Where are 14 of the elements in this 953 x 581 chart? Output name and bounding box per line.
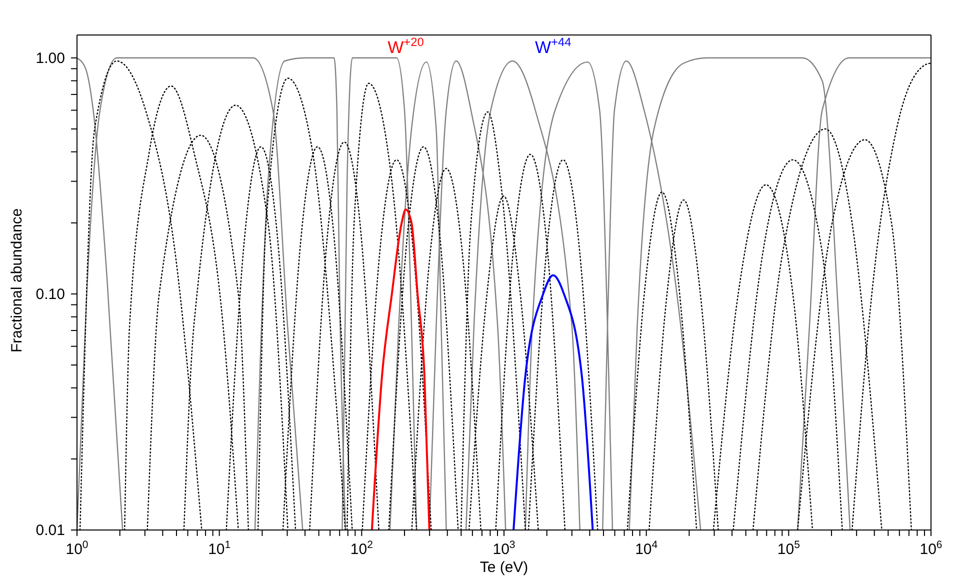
x-tick-label: 10$^{1}$ (208, 539, 231, 558)
x-tick-label: 10$^{3}$ (492, 539, 516, 558)
x-tick-label: 10$^{0}$ (66, 539, 88, 558)
y-tick-label: 0.10 (36, 286, 65, 303)
y-tick-label: 0.01 (36, 522, 65, 539)
x-axis-title: Te (eV) (480, 559, 528, 576)
x-tick-label: 10$^{2}$ (350, 539, 374, 558)
text: W$^{+20}$ (388, 35, 424, 57)
y-tick-label: 1.00 (36, 50, 65, 67)
text: W$^{+44}$ (534, 35, 572, 57)
x-tick-label: 10$^{6}$ (920, 539, 942, 558)
x-tick-label: 10$^{4}$ (635, 539, 658, 558)
y-axis-title: Fractional abundance (8, 208, 26, 352)
x-tick-label: 10$^{5}$ (777, 539, 800, 558)
